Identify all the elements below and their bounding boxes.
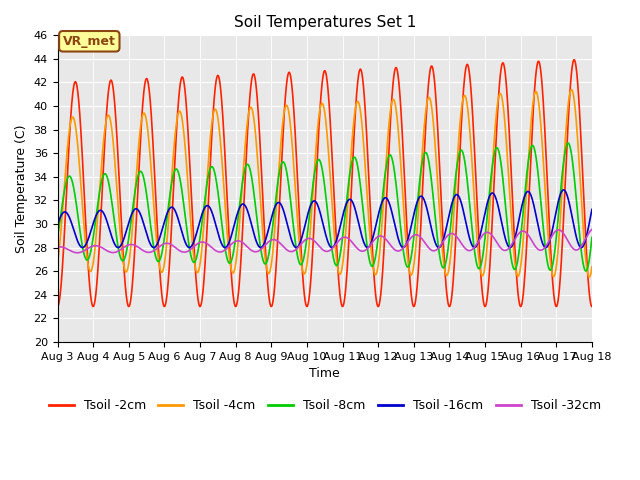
Tsoil -16cm [314,202,321,207]
Tsoil -8cm [314,158,321,164]
Title: Soil Temperatures Set 1: Soil Temperatures Set 1 [234,15,416,30]
Tsoil -16cm [573,237,581,242]
Tsoil -2cm [81,202,88,208]
Line: Tsoil -2cm: Tsoil -2cm [58,60,592,307]
Text: VR_met: VR_met [63,35,116,48]
Tsoil -8cm [573,201,580,206]
Tsoil -4cm [474,251,482,256]
Tsoil -32cm [300,239,307,244]
Tsoil -8cm [588,235,596,240]
Tsoil -8cm [300,257,307,263]
Tsoil -2cm [573,67,580,72]
Tsoil -4cm [300,270,307,276]
Tsoil -16cm [81,243,88,249]
Line: Tsoil -16cm: Tsoil -16cm [58,190,592,248]
Tsoil -16cm [475,238,483,243]
Tsoil -2cm [300,279,307,285]
Tsoil -4cm [588,264,596,270]
Tsoil -2cm [588,304,596,310]
Tsoil -2cm [314,154,321,160]
Tsoil -8cm [564,140,572,146]
Tsoil -16cm [560,187,568,193]
Tsoil -16cm [573,236,580,241]
Tsoil -32cm [573,247,580,253]
Tsoil -16cm [399,245,407,251]
Tsoil -32cm [314,241,321,247]
Line: Tsoil -8cm: Tsoil -8cm [58,143,592,271]
Tsoil -8cm [474,265,482,271]
Tsoil -32cm [81,247,89,253]
Tsoil -4cm [573,120,580,126]
Tsoil -4cm [54,260,61,266]
Tsoil -8cm [573,198,580,204]
Tsoil -8cm [54,235,61,241]
Tsoil -4cm [314,128,321,134]
Tsoil -32cm [475,238,483,244]
Tsoil -32cm [573,247,580,253]
Y-axis label: Soil Temperature (C): Soil Temperature (C) [15,124,28,253]
Tsoil -32cm [588,227,596,232]
X-axis label: Time: Time [309,367,340,380]
Tsoil -4cm [573,124,580,130]
Tsoil -4cm [586,274,593,280]
Tsoil -8cm [81,254,88,260]
Line: Tsoil -4cm: Tsoil -4cm [58,90,592,277]
Line: Tsoil -32cm: Tsoil -32cm [58,229,592,253]
Tsoil -32cm [54,244,61,250]
Tsoil -4cm [81,233,88,239]
Tsoil -4cm [568,87,575,93]
Tsoil -16cm [588,206,596,212]
Tsoil -8cm [582,268,589,274]
Legend: Tsoil -2cm, Tsoil -4cm, Tsoil -8cm, Tsoil -16cm, Tsoil -32cm: Tsoil -2cm, Tsoil -4cm, Tsoil -8cm, Tsoi… [44,394,606,417]
Tsoil -16cm [300,229,307,235]
Tsoil -2cm [573,69,580,75]
Tsoil -32cm [74,250,81,256]
Tsoil -16cm [54,222,61,228]
Tsoil -2cm [474,228,482,233]
Tsoil -2cm [54,304,61,310]
Tsoil -2cm [570,57,578,62]
